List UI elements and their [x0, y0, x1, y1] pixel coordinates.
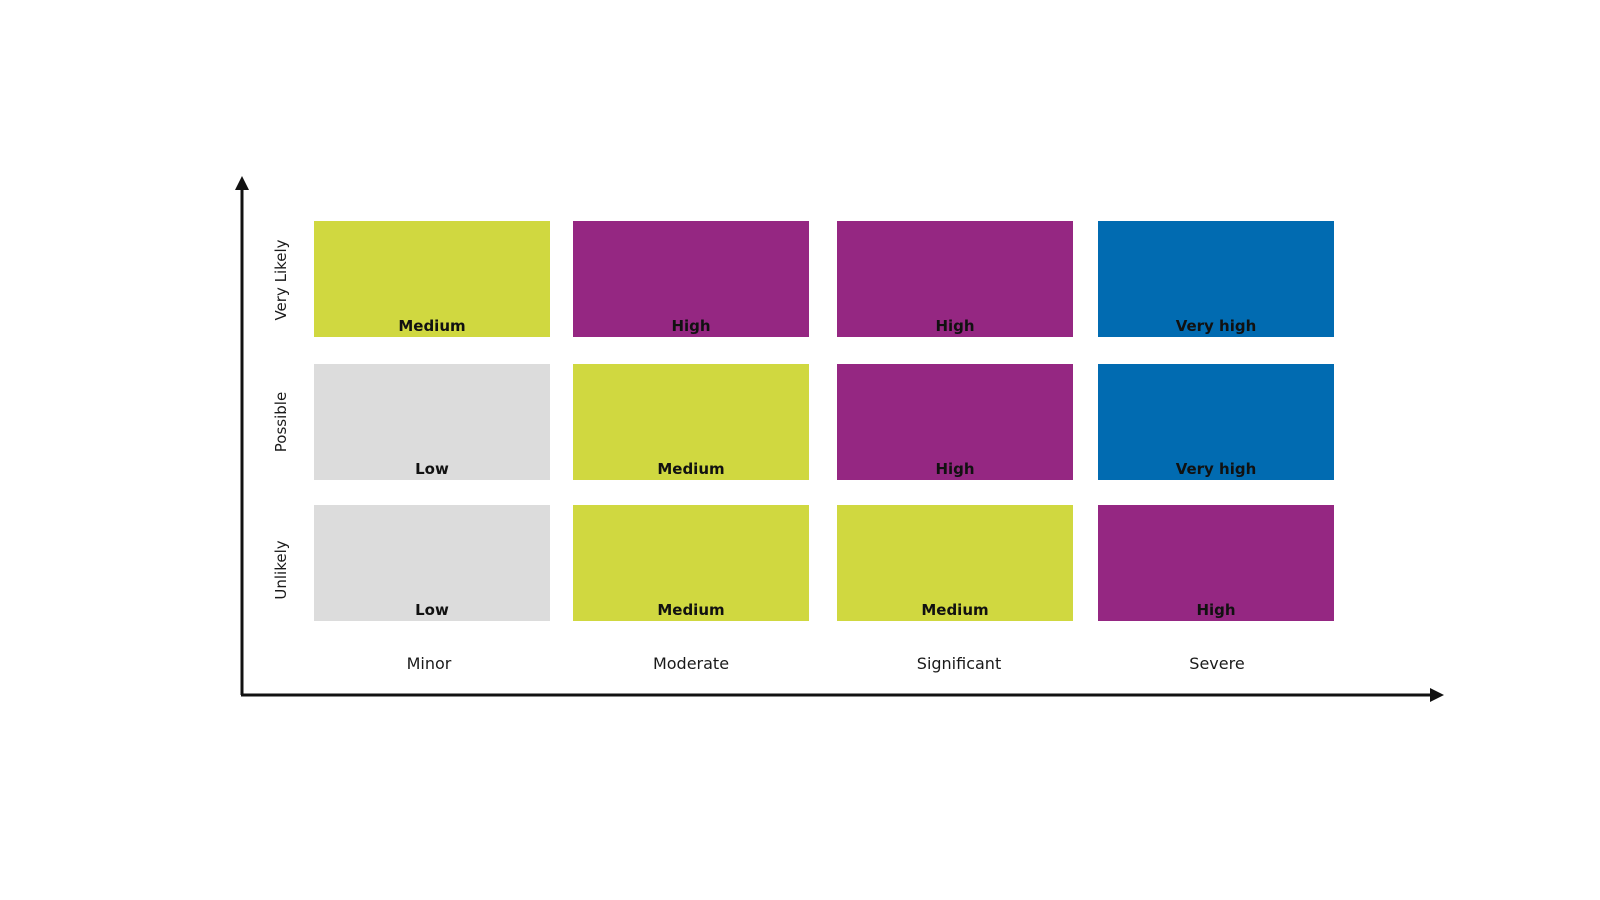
cell-label: High	[935, 317, 975, 335]
cell-unlikely-severe: High	[1098, 505, 1334, 621]
col-label-significant: Significant	[916, 654, 1002, 673]
cell-unlikely-moderate: Medium	[573, 505, 809, 621]
cell-very-likely-minor: Medium	[314, 221, 550, 337]
cell-label: High	[1196, 601, 1236, 619]
cell-label: Medium	[398, 317, 466, 335]
cell-label: Very high	[1175, 460, 1257, 478]
cell-possible-significant: High	[837, 364, 1073, 480]
cell-label: Medium	[921, 601, 989, 619]
col-label-moderate: Moderate	[652, 654, 730, 673]
cell-label: Medium	[657, 601, 725, 619]
cell-very-likely-significant: High	[837, 221, 1073, 337]
cell-very-likely-severe: Very high	[1098, 221, 1334, 337]
cell-possible-minor: Low	[314, 364, 550, 480]
cell-possible-moderate: Medium	[573, 364, 809, 480]
cell-label: Very high	[1175, 317, 1257, 335]
row-label-possible: Possible	[272, 391, 290, 453]
cell-label: High	[671, 317, 711, 335]
cell-very-likely-moderate: High	[573, 221, 809, 337]
col-label-severe: Severe	[1189, 654, 1245, 673]
y-axis-arrow	[235, 176, 249, 190]
col-label-minor: Minor	[406, 654, 452, 673]
cell-possible-severe: Very high	[1098, 364, 1334, 480]
cell-label: Low	[415, 460, 449, 478]
cell-label: Low	[415, 601, 449, 619]
cell-unlikely-minor: Low	[314, 505, 550, 621]
x-axis-arrow	[1430, 688, 1444, 702]
row-label-very-likely: Very Likely	[272, 239, 290, 321]
cell-unlikely-significant: Medium	[837, 505, 1073, 621]
cell-label: Medium	[657, 460, 725, 478]
row-label-unlikely: Unlikely	[272, 540, 290, 600]
cell-label: High	[935, 460, 975, 478]
